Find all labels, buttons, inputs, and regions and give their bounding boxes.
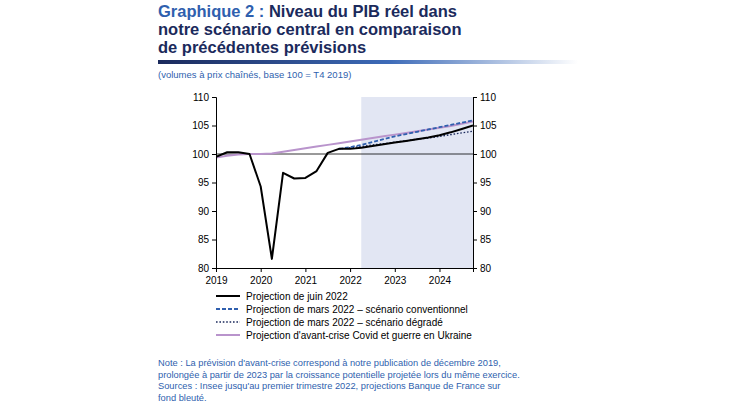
tick-mark: [473, 126, 477, 127]
tick-label: 100: [480, 149, 497, 160]
tick-mark: [305, 268, 306, 272]
notes: Note : La prévision d'avant-crise corres…: [158, 358, 520, 403]
legend-swatch: [216, 321, 240, 322]
axis-line: [217, 269, 474, 273]
tick-label: 105: [192, 120, 209, 131]
tick: 85: [198, 234, 216, 245]
note: fond bleuté.: [158, 393, 207, 403]
tick-label: 2021: [295, 275, 318, 286]
title-bar: [158, 60, 578, 64]
tick-label: 90: [480, 206, 492, 217]
plot-area: [216, 97, 473, 268]
tick-mark: [473, 268, 477, 269]
tick-label: 100: [192, 149, 209, 160]
title: notre scénario central en comparaison: [158, 20, 462, 38]
tick-mark: [261, 268, 262, 272]
legend-swatch: [216, 308, 240, 310]
legend-swatch: [216, 295, 240, 297]
legend-label: Projection d'avant-crise Covid et guerre…: [246, 330, 472, 341]
tick: 2024: [429, 268, 452, 286]
tick: 105: [473, 120, 497, 131]
tick-mark: [473, 211, 477, 212]
tick: 80: [473, 263, 492, 274]
tick-label: 80: [480, 263, 492, 274]
series-line: [216, 126, 473, 259]
tick-mark: [473, 154, 477, 155]
series-line: [216, 122, 473, 158]
tick-mark: [212, 268, 216, 269]
tick: 110: [473, 92, 496, 103]
tick-label: 85: [480, 234, 492, 245]
tick-mark: [212, 183, 216, 184]
y2-axis: 80 85 90 95 100 105 110: [473, 92, 497, 274]
projection-shade: [361, 97, 473, 268]
tick: 95: [198, 177, 216, 188]
tick: 105: [192, 120, 216, 131]
tick-label: 2024: [429, 275, 452, 286]
tick-mark: [212, 211, 216, 212]
tick-label: 95: [480, 177, 492, 188]
note: Sources : Insee jusqu'au premier trimest…: [158, 381, 500, 391]
note: prolongée à partir de 2023 par la croiss…: [158, 370, 520, 380]
title: Graphique 2 : Niveau du PIB réel dans: [158, 2, 457, 20]
y-axis: 80 85 90 95 100 105 110: [192, 92, 216, 274]
tick-label: 2019: [205, 275, 228, 286]
tick-mark: [473, 97, 477, 98]
title: de précédentes prévisions: [158, 38, 366, 56]
title-group: Graphique 2 : Niveau du PIB réel dansnot…: [158, 2, 462, 56]
tick-mark: [212, 154, 216, 155]
legend: Projection de juin 2022 Projection de mar…: [216, 291, 472, 341]
axis-line: [212, 98, 217, 269]
tick-label: 110: [193, 92, 209, 103]
tick-mark: [212, 126, 216, 127]
x-axis: 2019 2020 2021 2022 2023 2024: [205, 268, 473, 286]
tick-label: 95: [198, 177, 210, 188]
tick-mark: [395, 268, 396, 272]
tick-mark: [350, 268, 351, 272]
tick-mark: [473, 240, 477, 241]
subtitle: (volumes à prix chaînés, base 100 = T4 2…: [158, 69, 351, 80]
legend-swatch: [216, 334, 240, 336]
tick-label: 90: [198, 206, 210, 217]
tick: 2020: [250, 268, 273, 286]
tick-label: 2022: [339, 275, 362, 286]
tick-mark: [473, 183, 477, 184]
legend-label: Projection de mars 2022 – scénario dégra…: [246, 317, 443, 328]
tick: 2022: [339, 268, 362, 286]
tick-mark: [212, 240, 216, 241]
tick: 90: [473, 206, 492, 217]
axis-line: [474, 98, 478, 269]
tick: 85: [473, 234, 492, 245]
tick-label: 105: [480, 120, 497, 131]
tick-label: 2023: [384, 275, 407, 286]
tick-label: 2020: [250, 275, 273, 286]
chart: Graphique 2 : Niveau du PIB réel dansnot…: [0, 0, 730, 410]
tick: 110: [193, 92, 216, 103]
tick-mark: [212, 97, 216, 98]
tick: 95: [473, 177, 492, 188]
tick: 90: [198, 206, 216, 217]
tick-label: 85: [198, 234, 210, 245]
tick: 80: [198, 263, 216, 274]
tick: 2023: [384, 268, 407, 286]
note: Note : La prévision d'avant-crise corres…: [158, 358, 501, 368]
legend-label: Projection de juin 2022: [246, 291, 348, 302]
tick-label: 110: [480, 92, 496, 103]
series-line: [339, 120, 473, 148]
tick-mark: [439, 268, 440, 272]
tick-label: 80: [198, 263, 210, 274]
tick: 100: [473, 149, 497, 160]
tick: 2021: [295, 268, 318, 286]
tick: 100: [192, 149, 216, 160]
legend-label: Projection de mars 2022 – scénario conve…: [246, 304, 468, 315]
